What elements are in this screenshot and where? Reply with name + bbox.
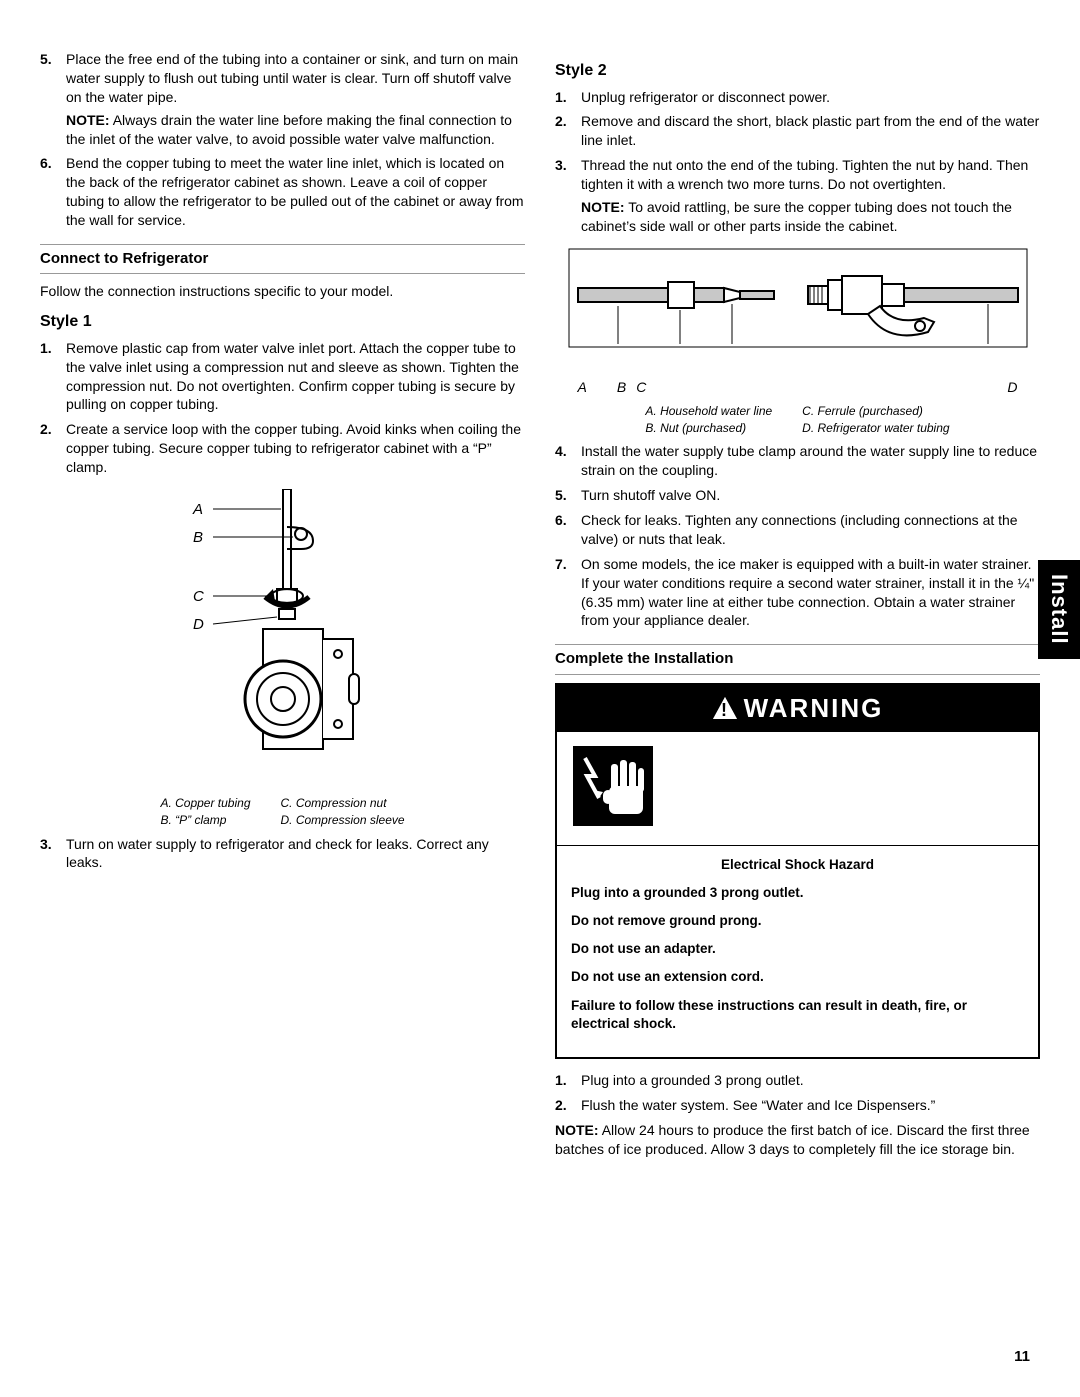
figure2-letters: A B C D (568, 378, 1028, 397)
fig-label-c: C (193, 588, 204, 605)
figure-style2: A B C D A. Household water line B. Nut (… (555, 248, 1040, 436)
item-number: 6. (40, 154, 66, 230)
list-item: 6. Check for leaks. Tighten any connecti… (555, 511, 1040, 549)
svg-text:!: ! (721, 700, 729, 720)
warning-body: Electrical Shock Hazard Plug into a grou… (557, 846, 1038, 1058)
item-number: 6. (555, 511, 581, 549)
item-text: Remove plastic cap from water valve inle… (66, 339, 525, 415)
item-number: 4. (555, 442, 581, 480)
section-tab-install: Install (1038, 560, 1080, 659)
warning-icon-row (557, 732, 1038, 846)
style2-list-a: 1. Unplug refrigerator or disconnect pow… (555, 88, 1040, 236)
item-text: Flush the water system. See “Water and I… (581, 1096, 1040, 1115)
list-item: 3. Turn on water supply to refrigerator … (40, 835, 525, 873)
note: NOTE: Always drain the water line before… (66, 111, 525, 149)
item-text: Plug into a grounded 3 prong outlet. (581, 1071, 1040, 1090)
item-text: Remove and discard the short, black plas… (581, 112, 1040, 150)
list-item: 1. Remove plastic cap from water valve i… (40, 339, 525, 415)
list-item: 5. Turn shutoff valve ON. (555, 486, 1040, 505)
warning-box: ! WARNING (555, 683, 1040, 1060)
style2-diagram (568, 248, 1028, 378)
item-text: Turn shutoff valve ON. (581, 486, 1040, 505)
item-number: 2. (555, 1096, 581, 1115)
style2-heading: Style 2 (555, 60, 1040, 82)
complete-installation-heading: Complete the Installation (555, 644, 1040, 674)
list-item: 2. Flush the water system. See “Water an… (555, 1096, 1040, 1115)
note: NOTE: To avoid rattling, be sure the cop… (581, 198, 1040, 236)
list-item: 2. Create a service loop with the copper… (40, 420, 525, 477)
note-label: NOTE: (555, 1122, 599, 1138)
figure-style1: A B C D A. Copper tubing B. “P” clamp (40, 489, 525, 829)
item-number: 1. (555, 1071, 581, 1090)
connect-refrigerator-heading: Connect to Refrigerator (40, 244, 525, 274)
item-text: Create a service loop with the copper tu… (66, 420, 525, 477)
style1-heading: Style 1 (40, 311, 525, 333)
warning-triangle-icon: ! (712, 696, 738, 720)
page-number: 11 (1014, 1347, 1030, 1367)
list-item: 1. Unplug refrigerator or disconnect pow… (555, 88, 1040, 107)
style1-after-list: 3. Turn on water supply to refrigerator … (40, 835, 525, 873)
connect-text: Follow the connection instructions speci… (40, 282, 525, 301)
list-item: 6. Bend the copper tubing to meet the wa… (40, 154, 525, 230)
item-number: 3. (555, 156, 581, 236)
electrical-shock-hand-icon (573, 746, 653, 826)
item-number: 1. (555, 88, 581, 107)
item-text: Place the free end of the tubing into a … (66, 50, 525, 148)
item-text: On some models, the ice maker is equippe… (581, 555, 1040, 631)
item-number: 5. (555, 486, 581, 505)
left-column: 5. Place the free end of the tubing into… (40, 50, 525, 1167)
warning-header: ! WARNING (557, 685, 1038, 732)
item-number: 5. (40, 50, 66, 148)
item-text: Bend the copper tubing to meet the water… (66, 154, 525, 230)
list-item: 5. Place the free end of the tubing into… (40, 50, 525, 148)
item-text: Install the water supply tube clamp arou… (581, 442, 1040, 480)
style1-diagram: A B C D (153, 489, 413, 789)
item-number: 7. (555, 555, 581, 631)
item-text: Thread the nut onto the end of the tubin… (581, 156, 1040, 236)
complete-note: NOTE: Allow 24 hours to produce the firs… (555, 1121, 1040, 1159)
list-item: 3. Thread the nut onto the end of the tu… (555, 156, 1040, 236)
note-label: NOTE: (581, 199, 625, 215)
figure2-legend: A. Household water line B. Nut (purchase… (555, 403, 1040, 437)
list-item: 7. On some models, the ice maker is equi… (555, 555, 1040, 631)
intro-list: 5. Place the free end of the tubing into… (40, 50, 525, 230)
list-item: 2. Remove and discard the short, black p… (555, 112, 1040, 150)
item-number: 1. (40, 339, 66, 415)
right-column: Style 2 1. Unplug refrigerator or discon… (555, 50, 1040, 1167)
list-item: 1. Plug into a grounded 3 prong outlet. (555, 1071, 1040, 1090)
hazard-title: Electrical Shock Hazard (571, 856, 1024, 874)
item-number: 2. (555, 112, 581, 150)
item-text: Turn on water supply to refrigerator and… (66, 835, 525, 873)
list-item: 4. Install the water supply tube clamp a… (555, 442, 1040, 480)
style1-list: 1. Remove plastic cap from water valve i… (40, 339, 525, 477)
item-number: 2. (40, 420, 66, 477)
fig-label-d: D (193, 616, 204, 633)
item-number: 3. (40, 835, 66, 873)
style2-list-b: 4. Install the water supply tube clamp a… (555, 442, 1040, 630)
fig-label-a: A (192, 501, 203, 518)
item-text: Unplug refrigerator or disconnect power. (581, 88, 1040, 107)
fig-label-b: B (193, 529, 203, 546)
complete-list: 1. Plug into a grounded 3 prong outlet. … (555, 1071, 1040, 1115)
item-text: Check for leaks. Tighten any connections… (581, 511, 1040, 549)
note-label: NOTE: (66, 112, 110, 128)
figure1-legend: A. Copper tubing B. “P” clamp C. Compres… (40, 795, 525, 829)
